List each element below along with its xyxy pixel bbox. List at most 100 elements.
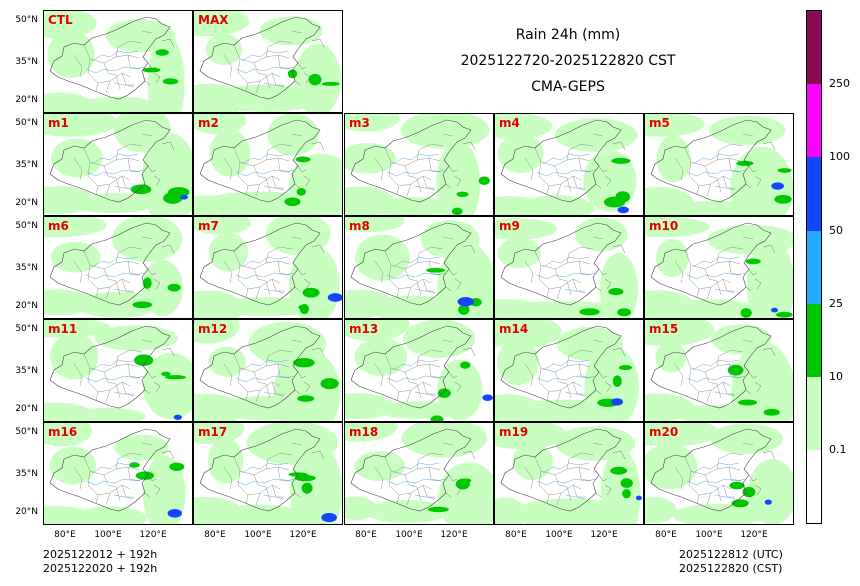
province-border [83,44,140,64]
rain-area-moderate [143,277,152,289]
province-border [127,363,141,379]
rain-area-light [666,200,776,215]
rain-area-light [44,11,97,39]
rain-area-light [655,238,689,278]
rain-area-moderate [320,378,339,390]
rain-area-light [403,320,476,359]
rain-area-moderate [302,287,320,298]
rain-area-light [44,114,118,137]
province-border [95,185,99,195]
lon-tick-label: 120°E [740,530,768,540]
panel-m20: m20 [644,422,794,525]
rain-area-moderate [727,364,744,376]
rain-area-moderate [617,308,632,317]
rain-area-moderate [603,196,626,208]
colorbar-segment [806,377,822,450]
province-border [73,363,83,387]
river [241,462,289,474]
rain-area-moderate [610,466,628,475]
rain-area-moderate [296,188,306,196]
rain-area-moderate [284,197,301,207]
province-border [538,161,582,187]
province-border [704,165,722,193]
lat-tick-label: 50°N [15,118,38,128]
province-border [524,466,534,490]
coastline [445,347,476,395]
rain-area-light [374,401,463,419]
lon-tick-label: 100°E [695,530,723,540]
lat-tick-label: 50°N [15,15,38,25]
province-border [73,260,83,284]
river [542,359,590,371]
precip-map [645,217,793,318]
rain-area-heavy [764,499,772,505]
colorbar-segment [806,304,822,377]
rain-area-heavy [457,296,474,307]
coastline [595,450,626,498]
lon-tick-label: 120°E [440,530,468,540]
province-border [684,456,741,476]
rain-area-moderate [738,399,758,406]
rain-area-light [345,114,400,132]
river [686,375,746,383]
lat-tick-label: 50°N [15,427,38,437]
rain-area-light [265,217,331,256]
province-border [396,288,400,298]
precip-map [194,217,342,318]
precip-map [645,320,793,421]
province-border [127,260,141,276]
lon-tick-label: 80°E [355,530,377,540]
province-border [233,353,290,373]
province-border [233,147,290,167]
province-border [245,185,249,195]
province-border [442,442,454,446]
province-border [554,474,572,502]
lat-tick-label: 35°N [15,57,38,67]
province-border [534,353,591,373]
rain-area-light [194,11,250,37]
river [241,153,289,165]
province-border [277,363,291,379]
precip-map [495,217,639,318]
river [263,185,284,189]
river [91,462,139,474]
river [386,272,446,280]
colorbar-level-label: 50 [829,224,843,237]
rain-area-light [194,114,247,135]
lon-tick-label: 80°E [204,530,226,540]
panel-label: MAX [198,13,229,27]
colorbar-frame [806,10,822,524]
province-border [428,260,442,276]
province-border [404,165,422,193]
footer-valid-time: 2025122812 (UTC) 2025122820 (CST) [679,548,783,576]
river [714,391,735,395]
province-border [554,165,572,193]
province-border [223,54,233,78]
province-border [291,236,303,240]
province-border [374,157,384,181]
rain-area-light [657,299,762,318]
coastline [294,141,325,189]
province-border [127,157,141,173]
province-border [105,183,111,197]
rain-area-light [345,423,398,442]
river [85,272,145,280]
precip-map [495,114,638,215]
province-border [674,466,684,490]
panel-label: m12 [198,322,228,336]
province-border [592,133,604,137]
rain-area-light [554,118,638,152]
province-border [388,470,432,496]
colorbar-segment [806,157,822,231]
rain-area-light [747,459,793,524]
rain-area-light [354,337,408,376]
rain-area-light [708,115,786,146]
panel-label: m15 [649,322,679,336]
river [392,256,440,268]
province-border [83,353,140,373]
rain-area-light [205,297,325,316]
province-border [255,389,261,403]
rain-area-light [504,399,628,421]
province-border [706,183,712,197]
river [692,153,740,165]
